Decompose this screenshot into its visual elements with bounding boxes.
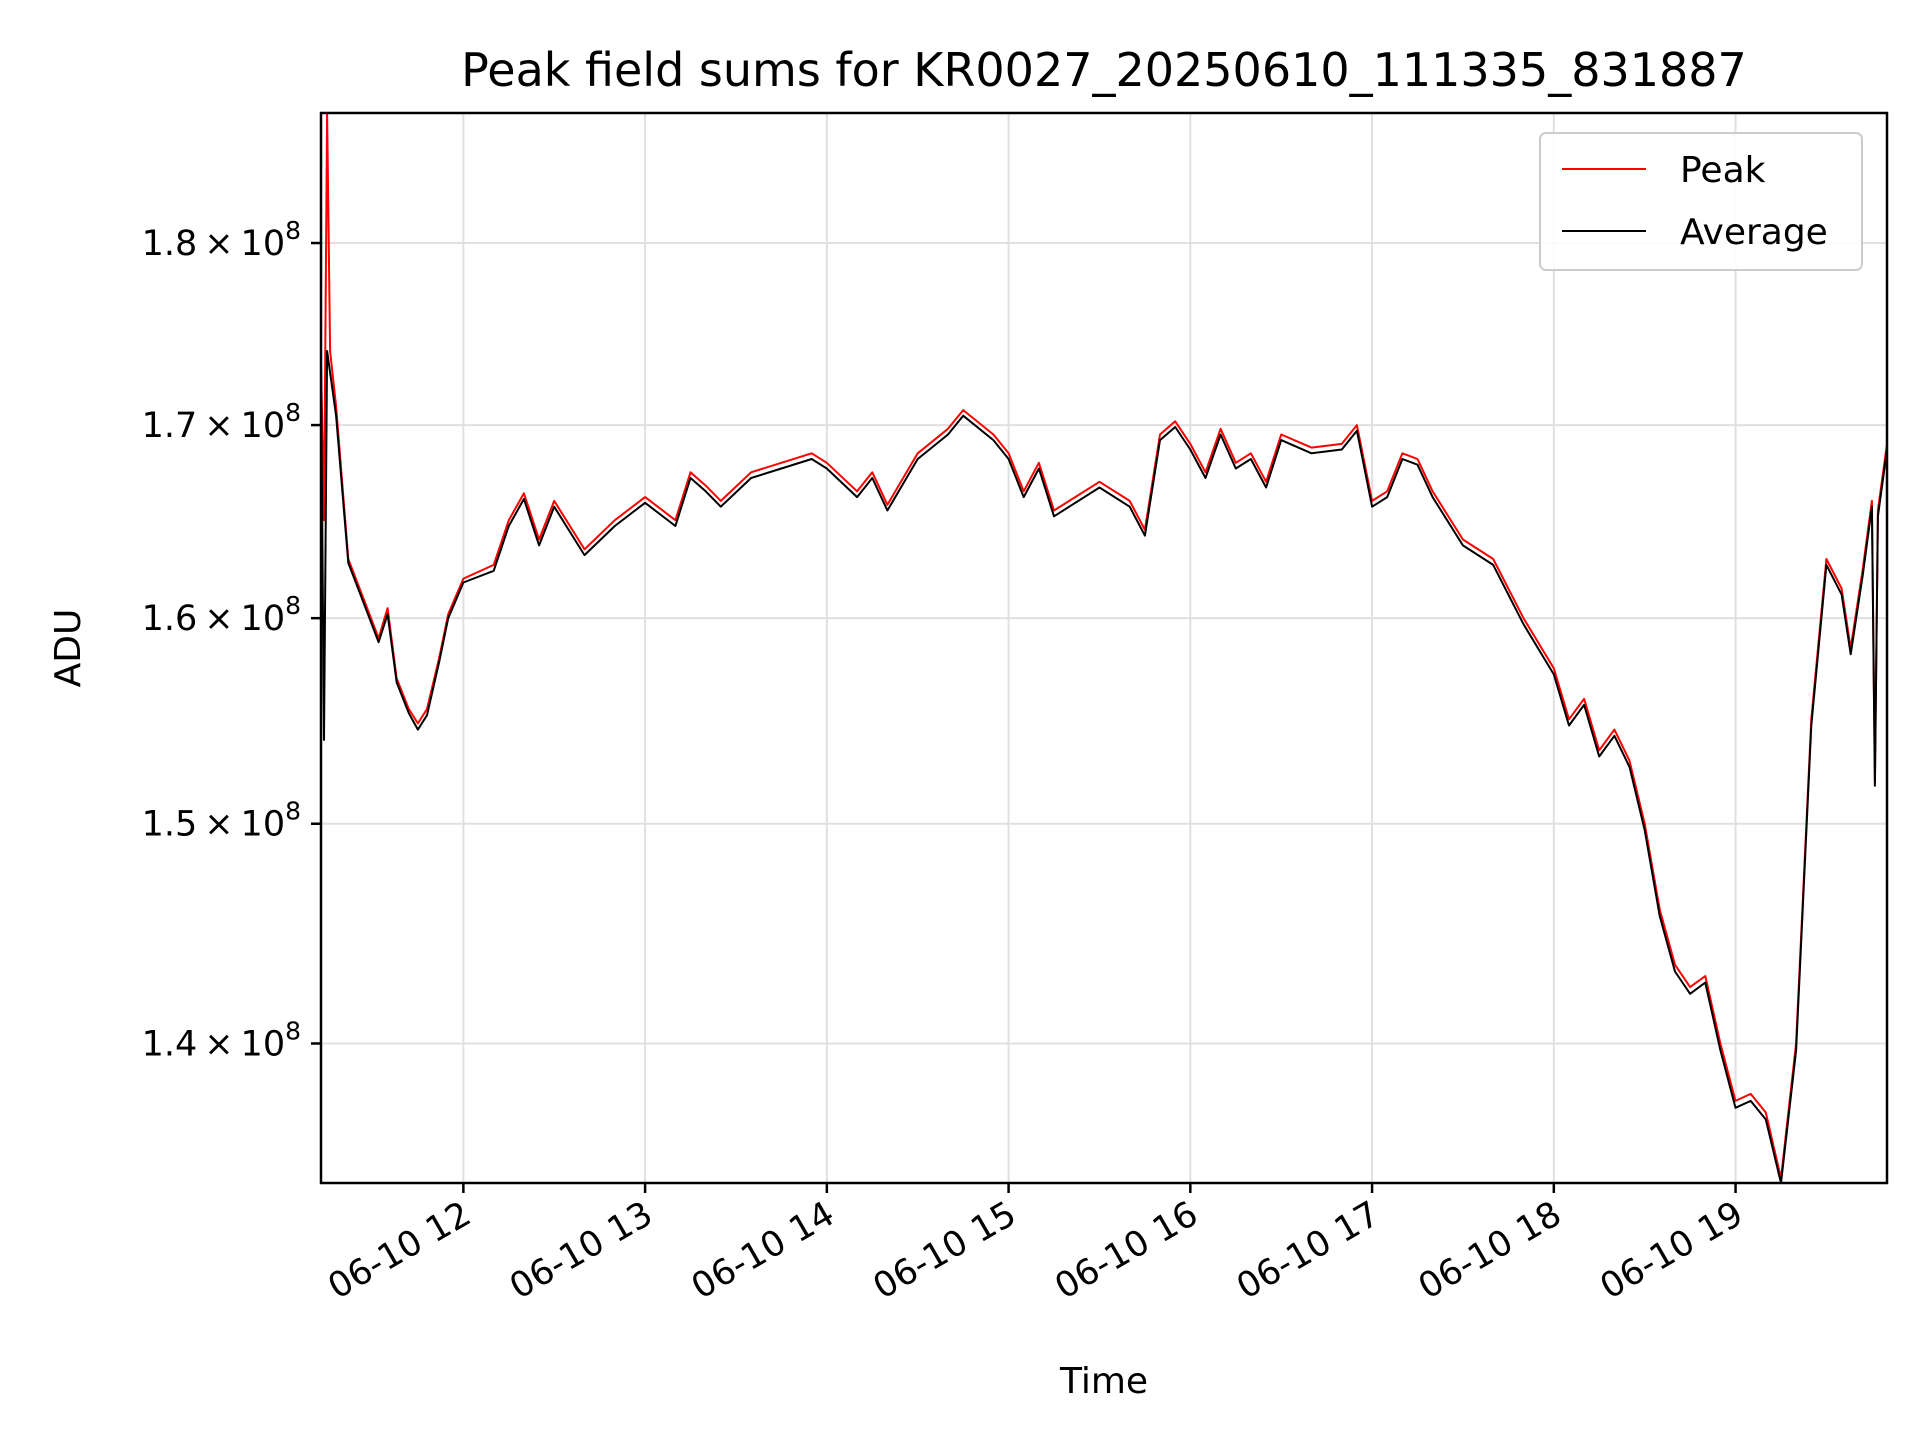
- chart-title: Peak field sums for KR0027_20250610_1113…: [461, 43, 1747, 97]
- x-axis-label: Time: [1059, 1361, 1148, 1402]
- plot-frame: [319, 111, 1889, 1185]
- y-tick-label: 1.6 × 108: [142, 591, 301, 639]
- legend-label-peak: Peak: [1680, 150, 1766, 191]
- y-axis-label: ADU: [48, 609, 89, 688]
- y-tick-label: 1.8 × 108: [142, 216, 301, 264]
- series-line-average: [321, 350, 1887, 1183]
- legend-box: [1539, 132, 1863, 271]
- legend: Peak Average: [1539, 132, 1863, 271]
- grid-layer: [321, 113, 1887, 1183]
- y-tick-label: 1.4 × 108: [142, 1016, 301, 1064]
- y-tick-label: 1.5 × 108: [142, 797, 301, 845]
- series-layer: [321, 113, 1887, 1183]
- legend-label-average: Average: [1680, 212, 1828, 253]
- y-tick-label: 1.7 × 108: [142, 398, 301, 446]
